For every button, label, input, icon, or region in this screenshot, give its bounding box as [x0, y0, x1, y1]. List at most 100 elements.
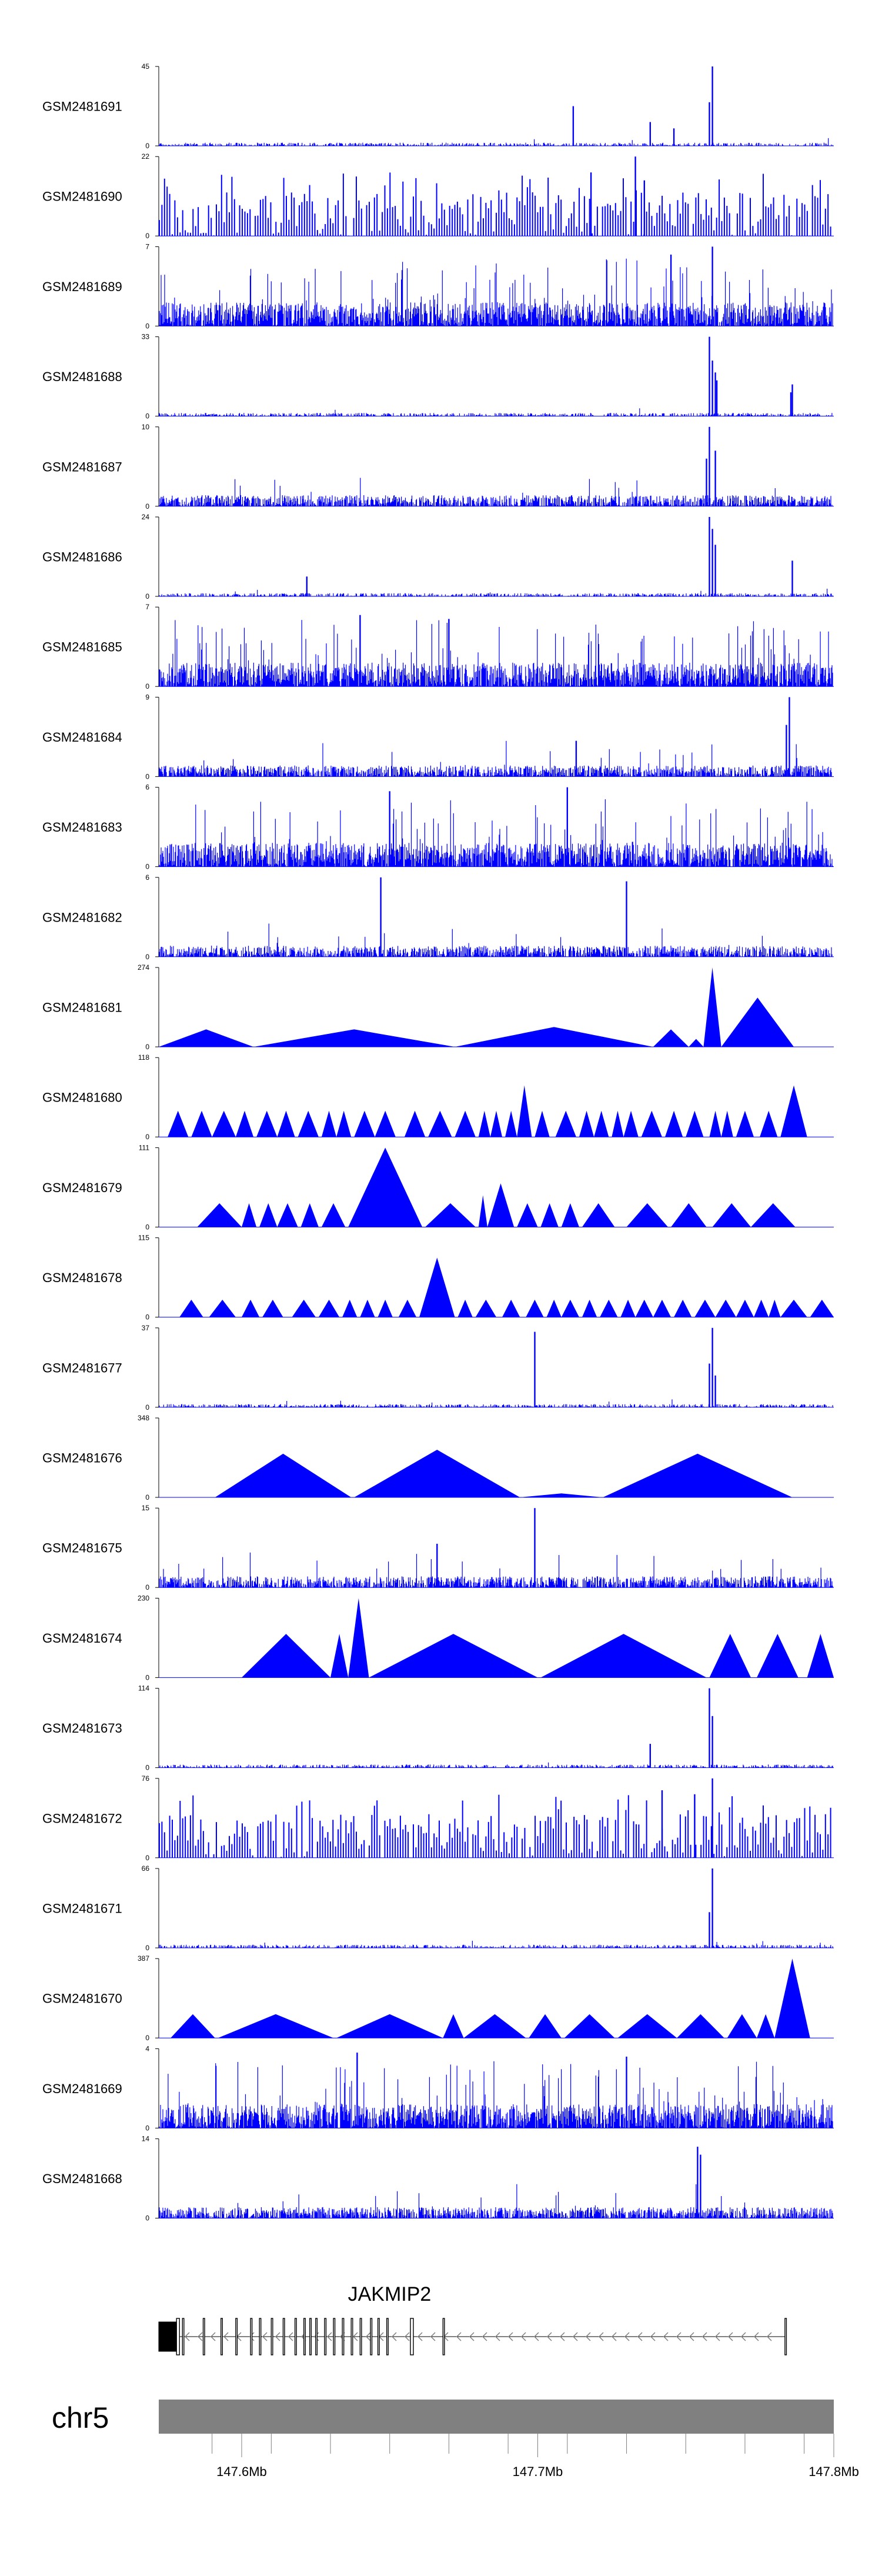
signal-peak	[711, 361, 713, 416]
y-max-label: 9	[145, 693, 149, 701]
y-max-label: 45	[142, 62, 150, 71]
coverage-peak	[241, 1634, 331, 1678]
signal-peak	[389, 791, 390, 867]
strand-arrow	[404, 2332, 410, 2341]
coverage-peak	[635, 1299, 653, 1317]
signal-bars	[159, 1794, 831, 1858]
coverage-peak	[594, 1110, 609, 1137]
y-max-label: 76	[142, 1774, 150, 1783]
coverage-peak	[298, 1110, 319, 1137]
gene-exon	[220, 2318, 223, 2355]
coverage-peak	[463, 2014, 526, 2038]
track-GSM2481686: GSM2481686 24 0	[42, 513, 834, 600]
gene-exon	[182, 2318, 185, 2355]
signal-peak	[711, 1327, 713, 1407]
signal-bars	[159, 1762, 833, 1768]
signal-peak	[789, 697, 790, 777]
y-max-label: 7	[145, 603, 149, 611]
y-min-label: 0	[145, 2124, 149, 2132]
signal-bars	[159, 799, 833, 867]
coverage-peak	[534, 1110, 550, 1137]
strand-arrow	[701, 2332, 707, 2341]
track-GSM2481675: GSM2481675 15 0	[42, 1504, 834, 1591]
y-min-label: 0	[145, 1313, 149, 1322]
signal-bars	[159, 258, 833, 326]
coverage-peak	[235, 1110, 254, 1137]
coverage-peak	[603, 1453, 793, 1497]
y-max-label: 15	[142, 1504, 150, 1512]
coverage-peak	[582, 1203, 615, 1227]
track-label: GSM2481687	[42, 459, 122, 474]
signal-peak	[711, 246, 713, 326]
y-min-label: 0	[145, 592, 149, 600]
coverage-peak	[626, 1203, 669, 1227]
y-max-label: 14	[142, 2135, 150, 2143]
strand-arrow	[197, 2332, 203, 2341]
strand-arrow	[210, 2332, 216, 2341]
signal-peak	[711, 1778, 713, 1858]
y-max-label: 348	[138, 1414, 149, 1422]
coverage-peak	[677, 2014, 724, 2038]
signal-peak	[649, 1744, 651, 1768]
coverage-peak	[478, 1110, 490, 1137]
coverage-peak	[760, 1110, 778, 1137]
coverage-peak	[277, 1203, 298, 1227]
y-max-label: 7	[145, 242, 149, 251]
coverage-peak	[475, 1299, 496, 1317]
signal-peak	[534, 1508, 536, 1588]
track-label: GSM2481688	[42, 369, 122, 384]
coverage-peak	[582, 1299, 597, 1317]
strand-arrow	[262, 2332, 268, 2341]
y-max-label: 387	[138, 1954, 149, 1963]
signal-peak	[673, 128, 675, 146]
gene-exon	[259, 2318, 262, 2355]
track-GSM2481683: GSM2481683 6 0	[42, 783, 834, 871]
signal-bars	[159, 923, 833, 957]
signal-peak	[716, 380, 718, 416]
track-GSM2481687: GSM2481687 10 0	[42, 423, 834, 510]
coverage-peak	[336, 1110, 352, 1137]
coverage-peak	[425, 1203, 476, 1227]
signal-bars	[159, 589, 833, 596]
coverage-peak	[348, 1147, 423, 1227]
signal-peak	[709, 426, 710, 506]
signal-bars	[159, 408, 833, 416]
gene-exon	[235, 2318, 238, 2355]
strand-arrow	[249, 2332, 255, 2341]
y-min-label: 0	[145, 412, 149, 421]
strand-arrow	[430, 2332, 436, 2341]
coverage-peak	[179, 1299, 203, 1317]
coverage-peak	[321, 1203, 346, 1227]
coverage-peak	[360, 1299, 375, 1317]
y-min-label: 0	[145, 142, 149, 150]
signal-peak	[711, 1716, 713, 1768]
y-max-label: 111	[139, 1143, 150, 1152]
y-min-label: 0	[145, 1854, 149, 1862]
coverage-peak	[520, 1493, 603, 1497]
strand-arrow	[391, 2332, 397, 2341]
y-min-label: 0	[145, 1493, 149, 1501]
coverage-peak	[377, 1299, 393, 1317]
coverage-peak	[253, 1029, 455, 1047]
track-GSM2481670: GSM2481670 387 0	[42, 1954, 834, 2042]
gene-exon	[333, 2318, 336, 2355]
track-label: GSM2481684	[42, 730, 122, 745]
signal-peak	[786, 725, 787, 777]
gene-exon	[410, 2318, 414, 2355]
track-label: GSM2481686	[42, 550, 122, 565]
y-min-label: 0	[145, 682, 149, 690]
coverage-peak	[709, 1110, 721, 1137]
coverage-peak	[529, 2014, 562, 2038]
track-GSM2481688: GSM2481688 33 0	[42, 333, 834, 421]
coverage-peak	[721, 1110, 733, 1137]
y-max-label: 274	[138, 963, 149, 972]
coverage-peak	[712, 1203, 751, 1227]
coverage-peak	[774, 1958, 810, 2038]
coverage-peak	[241, 1203, 257, 1227]
coverage-peak	[671, 1203, 707, 1227]
coverage-peak	[419, 1257, 455, 1317]
coverage-peak	[277, 1110, 295, 1137]
coverage-peak	[709, 1634, 751, 1678]
coverage-peak	[398, 1299, 417, 1317]
strand-arrow	[740, 2332, 746, 2341]
